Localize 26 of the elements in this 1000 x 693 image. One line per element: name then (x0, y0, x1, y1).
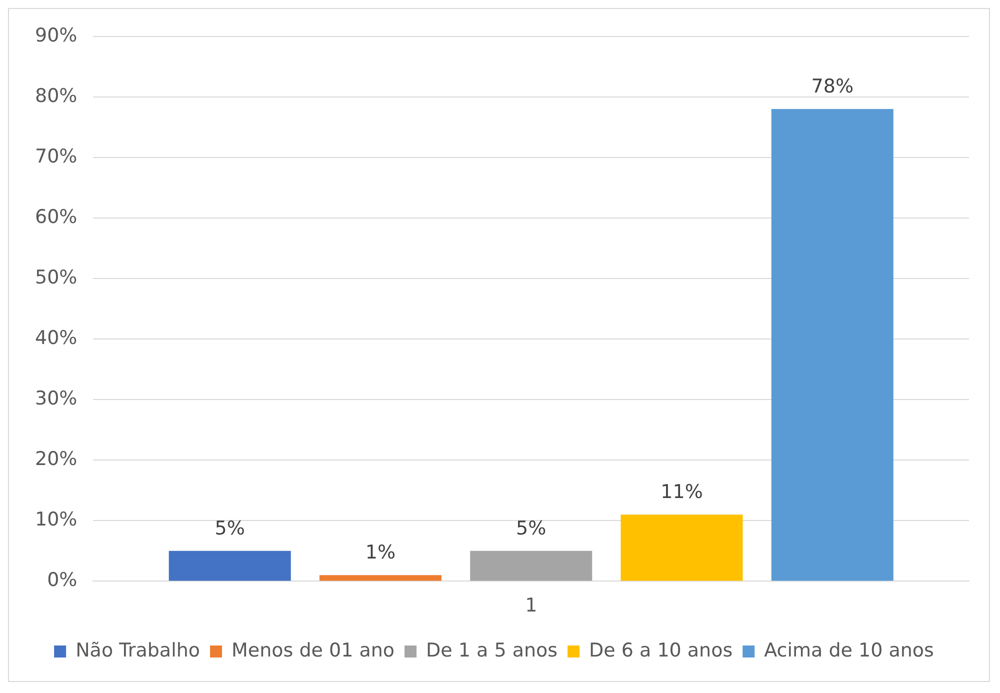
bar (168, 550, 291, 581)
y-tick-label: 30% (34, 388, 78, 410)
y-tick-label: 90% (34, 24, 78, 46)
bar (620, 514, 743, 581)
y-tick-label: 40% (34, 327, 78, 350)
data-label: 78% (811, 75, 854, 98)
y-tick-label: 80% (34, 84, 78, 107)
y-tick-label: 60% (34, 206, 78, 228)
data-label: 5% (214, 517, 245, 540)
bar (319, 575, 442, 581)
data-label: 11% (660, 481, 703, 504)
legend-label: De 1 a 5 anos (426, 639, 558, 662)
data-label: 5% (516, 517, 546, 540)
x-tick-label: 1 (525, 594, 538, 617)
legend-label: Não Trabalho (76, 639, 200, 662)
bar (771, 109, 894, 581)
y-tick-label: 50% (34, 266, 78, 288)
data-label: 1% (365, 542, 396, 564)
legend-label: Menos de 01 ano (232, 639, 395, 662)
y-tick-label: 70% (34, 145, 78, 168)
legend-label: Acima de 10 anos (764, 639, 934, 662)
bar (470, 550, 592, 581)
legend-label: De 6 a 10 anos (589, 639, 733, 662)
y-tick-label: 20% (34, 448, 78, 470)
y-tick-label: 0% (47, 569, 78, 592)
y-tick-label: 10% (34, 508, 78, 531)
